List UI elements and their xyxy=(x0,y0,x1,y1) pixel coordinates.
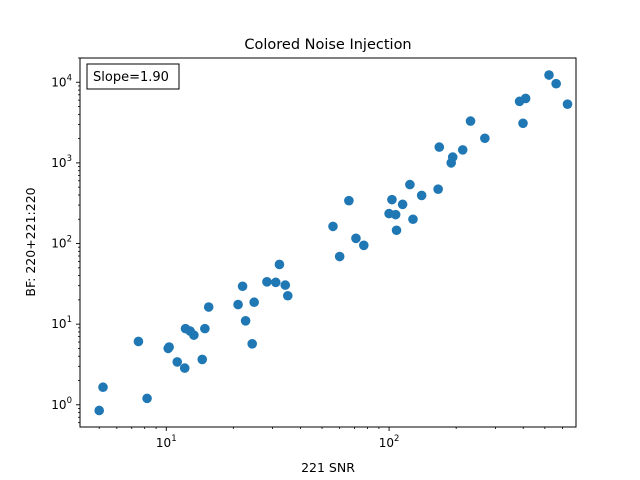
data-point xyxy=(408,214,418,225)
data-point xyxy=(280,280,291,290)
data-point xyxy=(164,342,174,352)
data-point xyxy=(480,133,490,144)
data-point xyxy=(274,259,285,270)
data-point xyxy=(397,199,408,210)
plot-frame xyxy=(79,57,577,428)
data-point xyxy=(551,78,561,89)
chart-title: Colored Noise Injection xyxy=(244,37,411,53)
data-point xyxy=(197,354,208,365)
data-point xyxy=(94,405,105,416)
data-point xyxy=(179,363,190,373)
data-point xyxy=(328,221,338,232)
x-ticks: 101 102 xyxy=(98,427,563,450)
data-point xyxy=(416,190,427,201)
data-point xyxy=(562,99,573,109)
data-point xyxy=(233,299,243,310)
data-point xyxy=(172,357,183,367)
data-point xyxy=(518,118,528,129)
y-ticks: 100 101 102 103 104 xyxy=(51,57,80,424)
data-point xyxy=(189,330,199,340)
x-axis-label: 221 SNR xyxy=(301,460,355,475)
data-point xyxy=(334,251,345,262)
y-tick-label: 103 xyxy=(51,154,72,170)
data-point xyxy=(237,281,248,292)
data-point xyxy=(351,233,361,244)
data-point xyxy=(142,393,152,404)
annotation-box xyxy=(86,63,180,90)
data-point xyxy=(344,195,354,206)
x-tick-label: 102 xyxy=(379,434,400,450)
data-point xyxy=(390,209,401,220)
data-point xyxy=(465,116,476,126)
data-point xyxy=(391,225,402,236)
data-point xyxy=(433,184,443,194)
data-point xyxy=(387,194,397,205)
y-tick-label: 100 xyxy=(51,396,72,412)
data-point xyxy=(262,277,272,287)
data-point xyxy=(282,290,293,301)
annotation-text: Slope=1.90 xyxy=(93,70,169,85)
data-point xyxy=(240,316,251,326)
data-point xyxy=(434,142,445,152)
data-point xyxy=(405,179,415,190)
slope-annotation: Slope=1.90 xyxy=(86,63,180,90)
x-tick-label: 101 xyxy=(156,434,177,450)
data-point xyxy=(359,240,369,251)
data-point xyxy=(133,336,144,347)
data-point xyxy=(249,297,259,308)
data-point xyxy=(270,277,281,288)
y-tick-label: 102 xyxy=(51,235,72,251)
data-point xyxy=(98,382,108,393)
y-tick-label: 101 xyxy=(51,315,72,331)
y-axis-label: BF: 220+221:220 xyxy=(23,187,38,296)
data-point xyxy=(203,302,214,312)
data-point xyxy=(544,70,554,80)
data-points xyxy=(94,70,573,416)
data-point xyxy=(520,93,531,104)
y-tick-label: 104 xyxy=(51,73,72,89)
data-point xyxy=(200,323,210,334)
data-point xyxy=(457,145,468,155)
data-point xyxy=(447,152,458,162)
data-point xyxy=(247,339,257,349)
